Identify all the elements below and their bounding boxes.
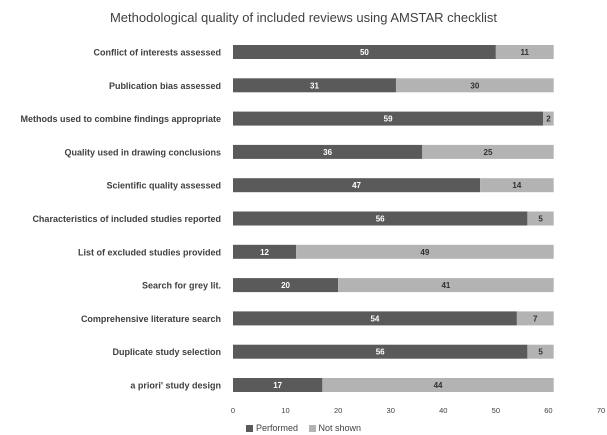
data-label-not-shown-duplicate-study-selection: 5 <box>538 348 543 357</box>
data-label-not-shown-search-for-grey-lit: 41 <box>441 281 450 290</box>
data-label-performed-search-for-grey-lit: 20 <box>281 281 290 290</box>
x-tick-label-70: 70 <box>597 406 605 415</box>
data-label-performed-list-of-excluded-studies-provided: 12 <box>260 248 269 257</box>
x-tick-label-60: 60 <box>544 406 552 415</box>
legend-label-performed: Performed <box>255 423 298 433</box>
bar-not-shown-a-priori-study-design <box>322 378 554 392</box>
chart-title: Methodological quality of included revie… <box>109 10 498 25</box>
x-tick-label-10: 10 <box>281 406 289 415</box>
data-label-performed-characteristics-of-included-studies-reported: 56 <box>376 215 385 224</box>
legend-item-performed: Performed <box>245 423 298 433</box>
bar-not-shown-quality-used-in-drawing-conclusions <box>422 144 554 159</box>
bar-not-shown-search-for-grey-lit <box>338 278 554 293</box>
data-label-not-shown-list-of-excluded-studies-provided: 49 <box>420 248 429 257</box>
bar-performed-quality-used-in-drawing-conclusions <box>233 144 423 159</box>
bar-performed-comprehensive-literature-search <box>233 311 517 326</box>
bar-performed-search-for-grey-lit <box>233 278 339 293</box>
data-label-performed-scientific-quality-assessed: 47 <box>352 181 361 190</box>
data-label-performed-quality-used-in-drawing-conclusions: 36 <box>323 148 332 157</box>
legend-swatch-not-shown <box>308 424 316 432</box>
legend-swatch-performed <box>245 424 253 432</box>
category-label-list-of-excluded-studies-provided: List of excluded studies provided <box>78 247 221 257</box>
bar-performed-methods-used-to-combine-findings-appropriate <box>233 111 544 126</box>
bar-not-shown-duplicate-study-selection <box>527 344 554 359</box>
data-label-performed-methods-used-to-combine-findings-appropriate: 59 <box>384 115 393 124</box>
category-label-quality-used-in-drawing-conclusions: Quality used in drawing conclusions <box>64 147 221 157</box>
legend: Performed Not shown <box>0 423 607 434</box>
data-label-performed-conflict-of-interests-assessed: 50 <box>360 48 369 57</box>
category-label-search-for-grey-lit: Search for grey lit. <box>142 281 221 291</box>
category-label-scientific-quality-assessed: Scientific quality assessed <box>106 181 221 191</box>
bar-performed-conflict-of-interests-assessed <box>233 45 496 59</box>
x-tick-label-20: 20 <box>334 406 342 415</box>
data-label-not-shown-characteristics-of-included-studies-reported: 5 <box>538 215 543 224</box>
bar-not-shown-comprehensive-literature-search <box>516 311 554 326</box>
legend-item-not-shown: Not shown <box>308 423 362 433</box>
bar-not-shown-methods-used-to-combine-findings-appropriate <box>543 111 554 126</box>
data-label-not-shown-scientific-quality-assessed: 14 <box>512 181 521 190</box>
category-label-publication-bias-assessed: Publication bias assessed <box>109 81 221 91</box>
x-tick-label-0: 0 <box>231 406 235 415</box>
data-label-performed-publication-bias-assessed: 31 <box>310 81 319 90</box>
data-label-not-shown-conflict-of-interests-assessed: 11 <box>521 48 530 57</box>
data-label-not-shown-quality-used-in-drawing-conclusions: 25 <box>484 148 493 157</box>
bar-performed-publication-bias-assessed <box>233 78 396 93</box>
data-label-not-shown-publication-bias-assessed: 30 <box>470 81 479 90</box>
category-label-a-priori-study-design: a priori' study design <box>130 381 221 391</box>
data-label-not-shown-a-priori-study-design: 44 <box>434 381 443 390</box>
bar-performed-duplicate-study-selection <box>233 344 528 359</box>
x-tick-label-40: 40 <box>439 406 447 415</box>
data-label-not-shown-comprehensive-literature-search: 7 <box>533 314 538 323</box>
x-tick-label-30: 30 <box>387 406 395 415</box>
category-label-conflict-of-interests-assessed: Conflict of interests assessed <box>93 48 221 58</box>
data-label-performed-a-priori-study-design: 17 <box>273 381 282 390</box>
x-tick-label-50: 50 <box>492 406 500 415</box>
bar-not-shown-list-of-excluded-studies-provided <box>296 244 554 259</box>
category-label-characteristics-of-included-studies-reported: Characteristics of included studies repo… <box>32 214 221 224</box>
data-label-performed-duplicate-study-selection: 56 <box>376 348 385 357</box>
bar-performed-a-priori-study-design <box>233 378 323 392</box>
bar-performed-characteristics-of-included-studies-reported <box>233 211 528 226</box>
category-label-duplicate-study-selection: Duplicate study selection <box>112 347 221 357</box>
bar-performed-scientific-quality-assessed <box>233 178 481 193</box>
bar-not-shown-publication-bias-assessed <box>395 78 554 93</box>
bar-not-shown-characteristics-of-included-studies-reported <box>527 211 554 226</box>
category-label-methods-used-to-combine-findings-appropriate: Methods used to combine findings appropr… <box>20 114 221 124</box>
legend-label-not-shown: Not shown <box>318 423 362 433</box>
category-label-comprehensive-literature-search: Comprehensive literature search <box>81 314 221 324</box>
bar-performed-list-of-excluded-studies-provided <box>233 244 297 259</box>
data-label-not-shown-methods-used-to-combine-findings-appropriate: 2 <box>546 115 551 124</box>
bar-not-shown-scientific-quality-assessed <box>480 178 554 193</box>
bar-not-shown-conflict-of-interests-assessed <box>495 45 554 59</box>
data-label-performed-comprehensive-literature-search: 54 <box>370 314 379 323</box>
